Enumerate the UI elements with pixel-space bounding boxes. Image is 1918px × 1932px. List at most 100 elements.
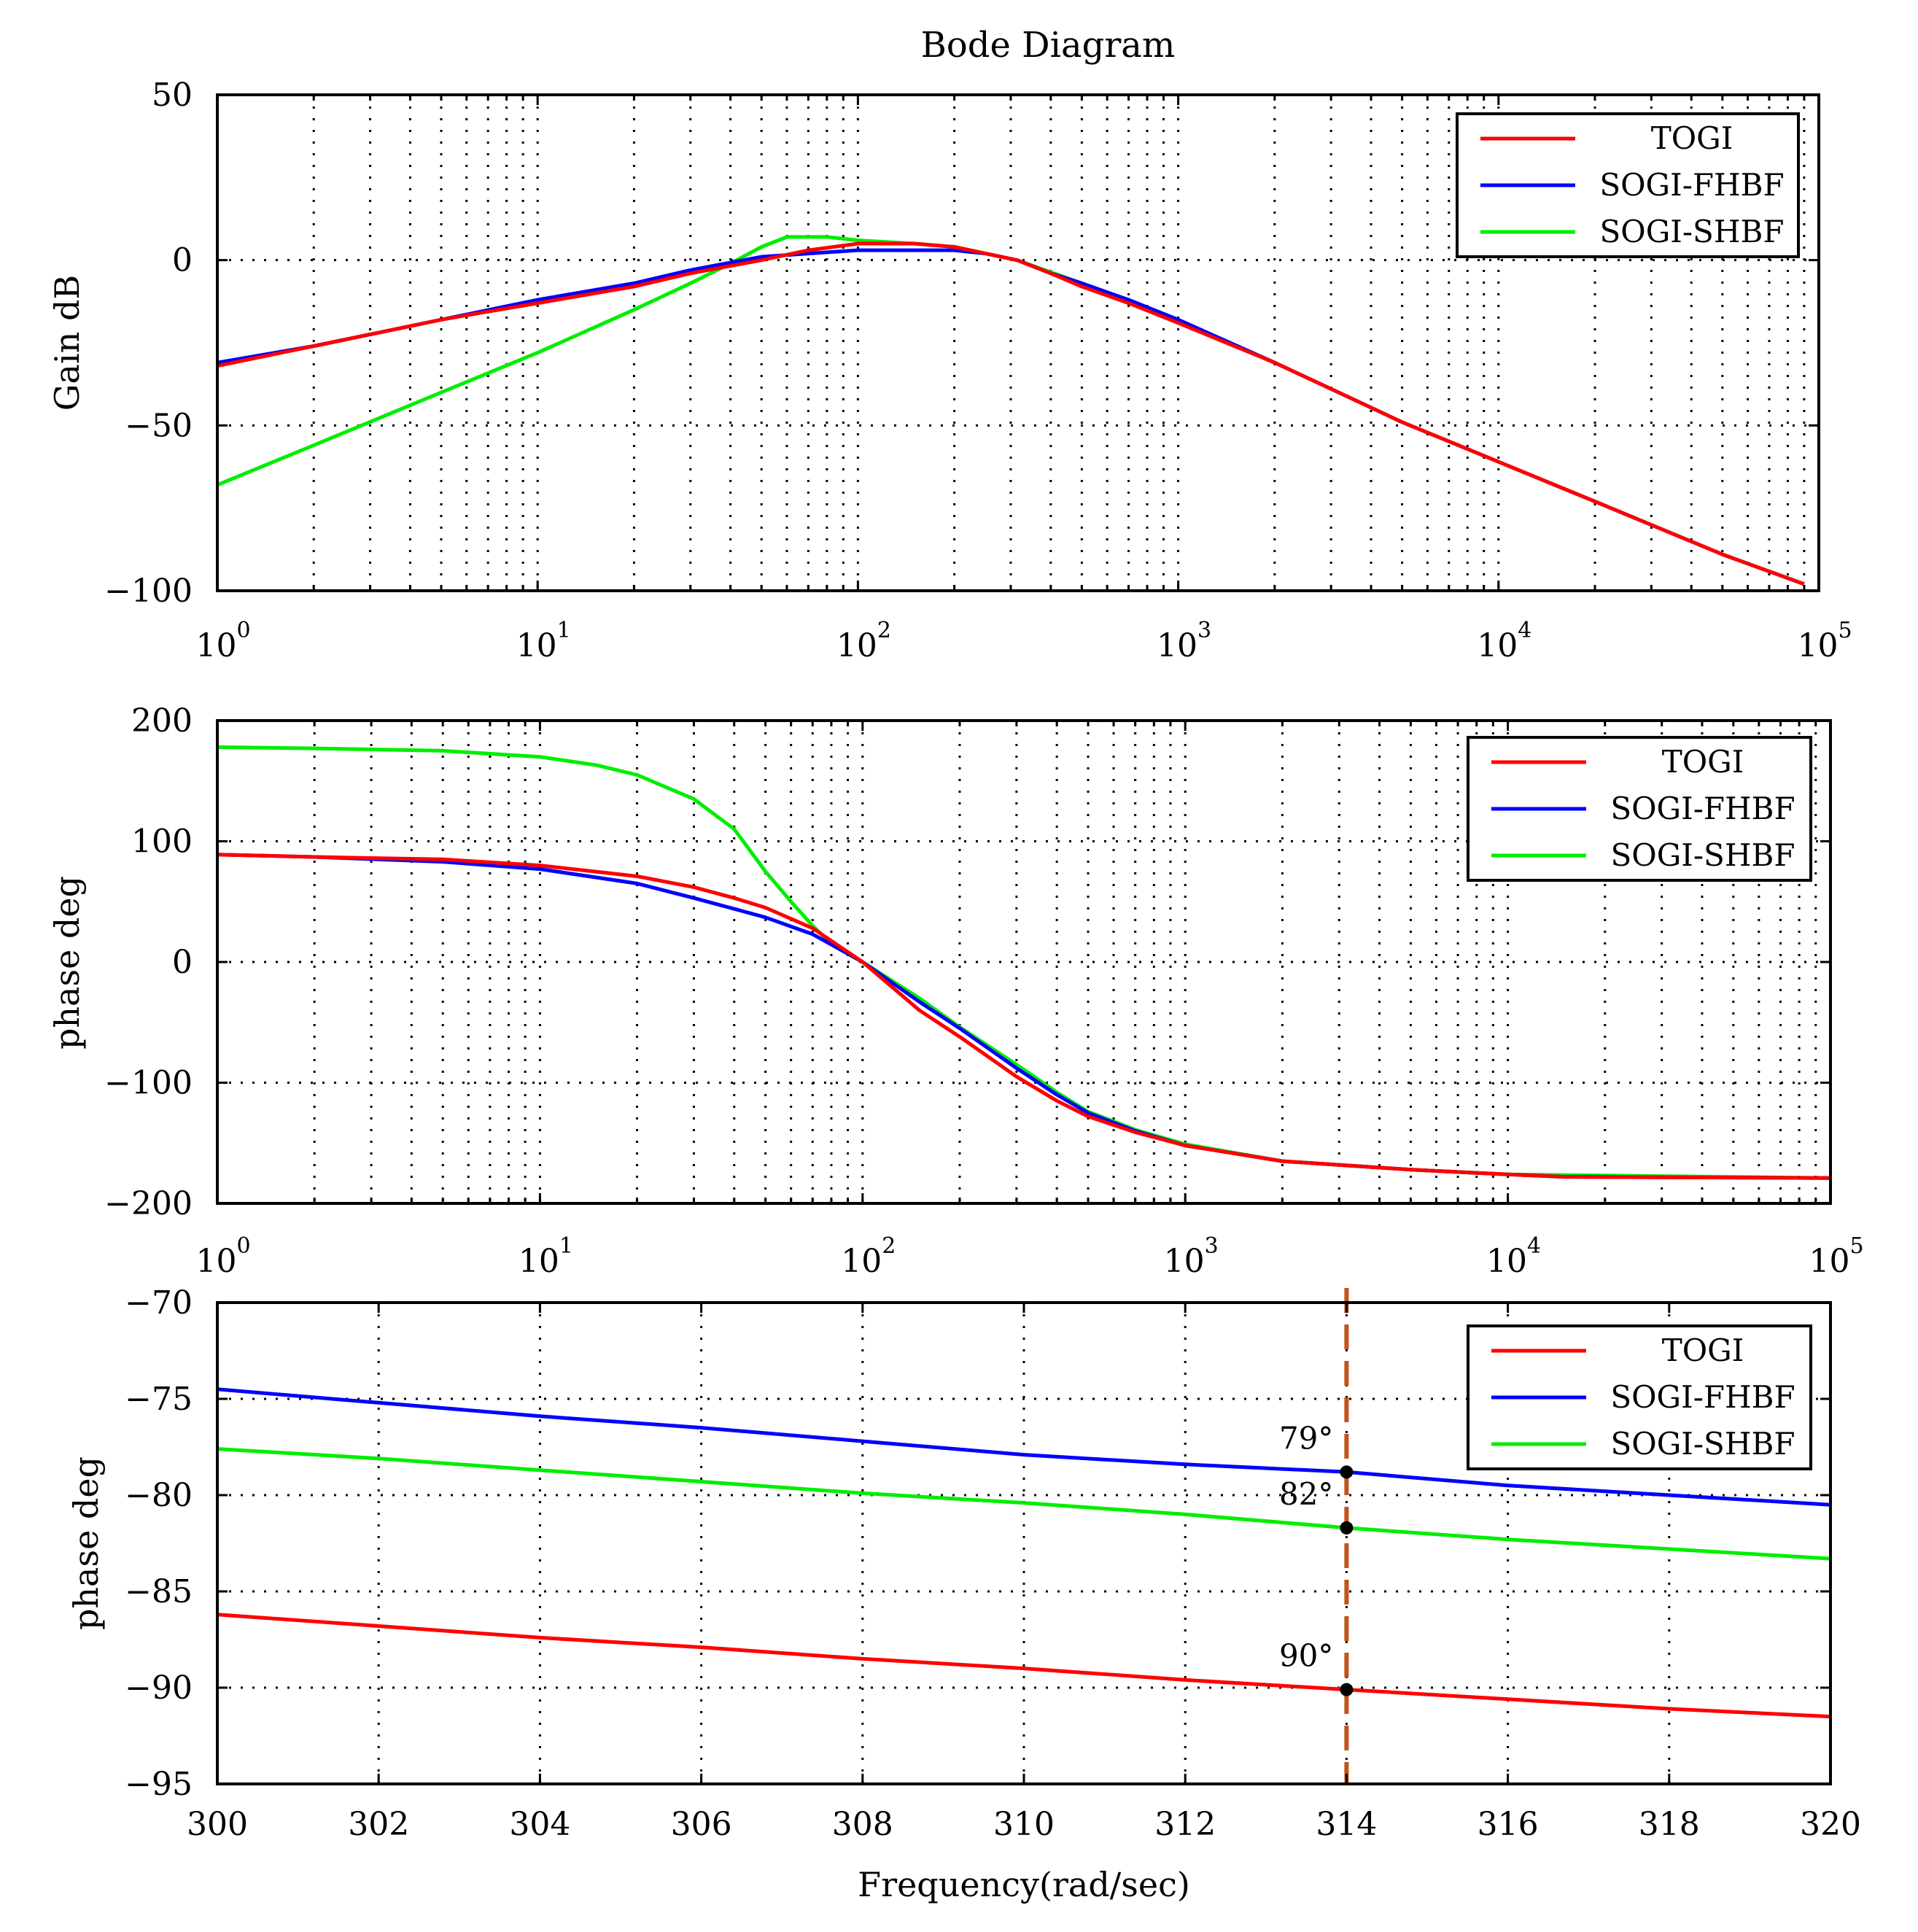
series-line-sogi-fhbf (217, 248, 1805, 586)
x-tick-label: 100 (195, 1233, 250, 1280)
x-tick-exponent: 2 (877, 618, 891, 643)
x-tick-label: 300 (187, 1806, 248, 1843)
y-axis-label: Gain dB (47, 275, 87, 411)
y-tick-label: −50 (125, 407, 193, 444)
legend-label-sogi-shbf: SOGI-SHBF (1611, 1426, 1795, 1462)
x-tick-base: 10 (195, 1243, 236, 1280)
series-lines (217, 1387, 1831, 1719)
x-tick-exponent: 5 (1849, 1233, 1863, 1259)
y-tick-label: −100 (104, 573, 193, 610)
y-tick-label: −200 (104, 1185, 193, 1222)
plot-frame (216, 93, 1820, 592)
x-tick-base: 10 (1797, 627, 1838, 664)
legend: TOGI SOGI-FHBF SOGI-SHBF (1467, 1324, 1812, 1470)
annotation-label: 79° (1279, 1420, 1333, 1456)
y-tick-label: 200 (131, 702, 193, 740)
legend-label-sogi-fhbf: SOGI-FHBF (1599, 167, 1784, 203)
x-tick-exponent: 2 (882, 1233, 896, 1259)
x-tick-label: 310 (993, 1806, 1055, 1843)
series-line-togi (217, 853, 1831, 1180)
x-tick-base: 10 (1486, 1243, 1527, 1280)
x-tick-label: 100 (195, 618, 250, 664)
legend-label-togi: TOGI (1651, 120, 1733, 156)
x-tick-label: 312 (1154, 1806, 1216, 1843)
y-tick-label: 100 (131, 823, 193, 861)
series-line-sogi-fhbf (217, 853, 1831, 1180)
y-tick-label: −90 (125, 1669, 193, 1707)
x-tick-label: 101 (519, 1233, 573, 1280)
tick-marks (216, 93, 1819, 592)
x-tick-base: 10 (1477, 627, 1518, 664)
x-tick-exponent: 5 (1838, 618, 1852, 643)
x-tick-label: 102 (836, 618, 891, 664)
y-tick-label: −80 (125, 1477, 193, 1514)
grid (217, 1303, 1830, 1784)
y-axis-label: phase deg (66, 1456, 106, 1630)
x-tick-exponent: 1 (559, 1233, 573, 1259)
x-tick-exponent: 4 (1518, 618, 1531, 643)
tick-marks (216, 1301, 1832, 1785)
y-tick-label: −95 (125, 1766, 193, 1803)
series-lines (217, 235, 1805, 586)
x-tick-label: 302 (348, 1806, 409, 1843)
x-tick-label: 105 (1797, 618, 1852, 664)
x-tick-exponent: 0 (236, 1233, 250, 1259)
x-tick-label: 320 (1800, 1806, 1861, 1843)
x-tick-label: 101 (516, 618, 571, 664)
annotation-label: 90° (1279, 1638, 1333, 1674)
x-tick-base: 10 (1809, 1243, 1849, 1280)
x-tick-base: 10 (1164, 1243, 1205, 1280)
y-tick-label: 50 (152, 77, 193, 114)
y-axis-label: phase deg (47, 876, 87, 1050)
x-tick-base: 10 (516, 627, 557, 664)
x-tick-exponent: 0 (236, 618, 250, 643)
tick-marks (216, 719, 1830, 1205)
series-line-sogi-fhbf (217, 1387, 1831, 1507)
legend-label-sogi-shbf: SOGI-SHBF (1600, 214, 1785, 249)
x-tick-base: 10 (836, 627, 877, 664)
legend: TOGI SOGI-FHBF SOGI-SHBF (1456, 112, 1800, 258)
y-tick-label: −100 (104, 1065, 193, 1102)
x-tick-label: 105 (1809, 1233, 1863, 1280)
x-axis-label: Frequency(rad/sec) (858, 1865, 1190, 1904)
x-tick-exponent: 3 (1205, 1233, 1219, 1259)
x-tick-label: 308 (832, 1806, 893, 1843)
y-tick-label: 0 (172, 944, 193, 981)
x-tick-base: 10 (1157, 627, 1197, 664)
series-line-sogi-shbf (217, 235, 1179, 487)
x-tick-label: 304 (509, 1806, 570, 1843)
legend-label-togi: TOGI (1662, 744, 1744, 780)
x-tick-exponent: 3 (1197, 618, 1211, 643)
x-tick-base: 10 (195, 627, 236, 664)
series-line-togi (217, 1613, 1831, 1719)
annotation-dot (1340, 1521, 1354, 1535)
legend-label-sogi-shbf: SOGI-SHBF (1611, 837, 1795, 873)
legend: TOGI SOGI-FHBF SOGI-SHBF (1467, 736, 1812, 882)
series-line-sogi-shbf (217, 1447, 1831, 1561)
annotation-dot (1340, 1683, 1354, 1696)
x-tick-base: 10 (841, 1243, 882, 1280)
y-tick-label: −75 (125, 1381, 193, 1418)
x-tick-label: 103 (1164, 1233, 1219, 1280)
x-tick-label: 316 (1478, 1806, 1539, 1843)
x-tick-label: 306 (671, 1806, 732, 1843)
y-tick-label: 0 (172, 242, 193, 279)
x-tick-label: 103 (1157, 618, 1211, 664)
x-tick-exponent: 4 (1527, 1233, 1541, 1259)
series-line-togi (217, 241, 1805, 586)
x-tick-base: 10 (519, 1243, 559, 1280)
legend-label-sogi-fhbf: SOGI-FHBF (1610, 791, 1795, 826)
legend-label-togi: TOGI (1662, 1332, 1744, 1368)
x-tick-label: 102 (841, 1233, 896, 1280)
y-tick-label: −85 (125, 1573, 193, 1610)
y-tick-label: −70 (125, 1284, 193, 1322)
x-tick-label: 318 (1639, 1806, 1700, 1843)
series-lines (217, 745, 1831, 1180)
legend-label-sogi-fhbf: SOGI-FHBF (1610, 1379, 1795, 1415)
annotation-dot (1340, 1465, 1354, 1479)
